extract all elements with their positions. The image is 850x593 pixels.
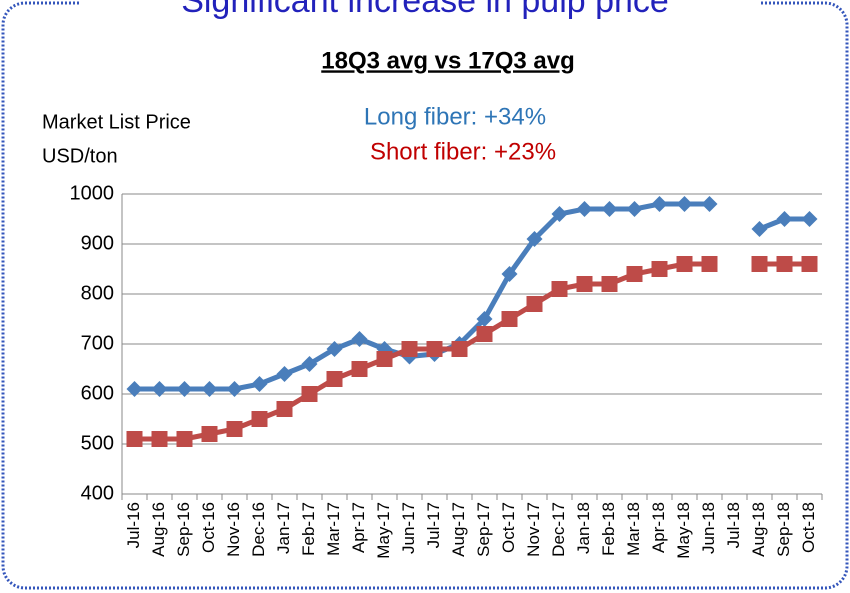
x-tick-label: May-18: [674, 502, 693, 559]
marker: [376, 351, 393, 367]
marker: [151, 381, 168, 397]
x-tick-label: Apr-17: [349, 502, 368, 553]
marker: [326, 341, 343, 357]
marker: [201, 381, 218, 397]
marker: [576, 201, 593, 217]
x-tick-label: Aug-16: [149, 502, 168, 557]
marker: [451, 341, 468, 357]
marker: [226, 421, 243, 437]
x-tick-label: Nov-16: [224, 502, 243, 557]
marker: [701, 196, 718, 212]
x-tick-label: Sep-18: [774, 502, 793, 557]
marker: [151, 431, 168, 447]
marker: [576, 276, 593, 292]
marker: [651, 261, 668, 277]
x-tick-label: Jul-16: [124, 502, 143, 548]
marker: [676, 256, 693, 272]
marker: [626, 266, 643, 282]
marker: [626, 201, 643, 217]
marker: [676, 196, 693, 212]
marker: [551, 206, 568, 222]
y-axis-label: Market List Price: [42, 111, 191, 133]
x-tick-label: Jun-18: [699, 502, 718, 554]
x-tick-label: Dec-17: [549, 502, 568, 557]
y-tick-label: 400: [81, 482, 114, 504]
x-tick-label: Feb-17: [299, 502, 318, 556]
marker: [501, 311, 518, 327]
marker: [276, 401, 293, 417]
marker: [251, 411, 268, 427]
x-tick-label: Jul-18: [724, 502, 743, 548]
marker: [601, 201, 618, 217]
y-tick-label: 800: [81, 282, 114, 304]
marker: [326, 371, 343, 387]
x-tick-label: Oct-17: [499, 502, 518, 553]
x-tick-label: Apr-18: [649, 502, 668, 553]
x-tick-label: Aug-18: [749, 502, 768, 557]
marker: [126, 381, 143, 397]
marker: [226, 381, 243, 397]
y-tick-label: 500: [81, 432, 114, 454]
marker: [651, 196, 668, 212]
x-tick-label: Mar-17: [324, 502, 343, 556]
y-tick-label: 700: [81, 332, 114, 354]
x-tick-label: May-17: [374, 502, 393, 559]
marker: [801, 211, 818, 227]
marker: [551, 281, 568, 297]
y-axis-label: USD/ton: [42, 145, 118, 167]
marker: [276, 366, 293, 382]
marker: [351, 361, 368, 377]
marker: [526, 296, 543, 312]
series-line: [134, 201, 810, 392]
marker: [751, 256, 768, 272]
marker: [126, 431, 143, 447]
x-tick-label: Dec-16: [249, 502, 268, 557]
marker: [501, 266, 518, 282]
y-tick-label: 1000: [70, 182, 115, 204]
marker: [701, 256, 718, 272]
marker: [176, 381, 193, 397]
marker: [176, 431, 193, 447]
marker: [526, 231, 543, 247]
x-tick-label: Sep-16: [174, 502, 193, 557]
annotation: Long fiber: +34%: [364, 103, 546, 130]
x-tick-label: Jun-17: [399, 502, 418, 554]
y-tick-label: 600: [81, 382, 114, 404]
x-tick-label: Jul-17: [424, 502, 443, 548]
marker: [801, 256, 818, 272]
x-tick-label: Jan-17: [274, 502, 293, 554]
x-tick-label: Sep-17: [474, 502, 493, 557]
marker: [476, 311, 493, 327]
x-tick-label: Oct-18: [799, 502, 818, 553]
marker: [301, 356, 318, 372]
title-backdrop: [80, 0, 760, 20]
x-tick-label: Oct-16: [199, 502, 218, 553]
marker: [251, 376, 268, 392]
x-tick-label: Jan-18: [574, 502, 593, 554]
series-line: [134, 261, 810, 442]
x-tick-label: Nov-17: [524, 502, 543, 557]
marker: [776, 256, 793, 272]
marker: [601, 276, 618, 292]
annotation: Short fiber: +23%: [370, 138, 556, 165]
marker: [776, 211, 793, 227]
y-tick-label: 900: [81, 232, 114, 254]
x-tick-label: Aug-17: [449, 502, 468, 557]
marker: [401, 341, 418, 357]
marker: [351, 331, 368, 347]
marker: [301, 386, 318, 402]
marker: [201, 426, 218, 442]
marker: [751, 221, 768, 237]
chart-subtitle: 18Q3 avg vs 17Q3 avg: [321, 47, 575, 74]
x-tick-label: Mar-18: [624, 502, 643, 556]
page-title: Significant increase in pulp price: [181, 0, 669, 20]
x-tick-label: Feb-18: [599, 502, 618, 556]
marker: [426, 341, 443, 357]
marker: [476, 326, 493, 342]
